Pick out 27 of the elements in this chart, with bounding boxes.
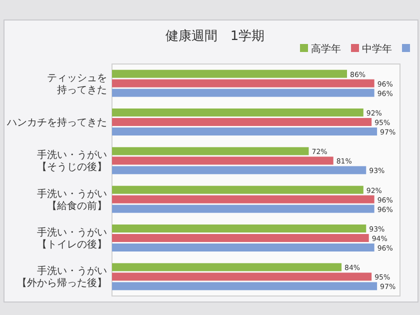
y-tick-label: 手洗い・うがい【外から帰った後】 — [17, 265, 107, 290]
y-tick-label: 手洗い・うがい【トイレの後】 — [37, 226, 107, 250]
bar — [112, 224, 366, 232]
chart-title: 健康週間 1学期 — [165, 29, 265, 44]
bar — [112, 88, 374, 97]
bar — [112, 263, 342, 272]
legend-label: 中学年 — [362, 43, 392, 55]
bar — [112, 156, 334, 165]
bar — [112, 186, 364, 194]
bar — [112, 272, 372, 281]
bar — [112, 166, 366, 174]
bar — [112, 204, 374, 213]
y-tick-label: 手洗い・うがい【給食の前】 — [37, 188, 107, 212]
bar — [112, 108, 364, 116]
y-tick-label: ハンカチを持ってきた — [6, 116, 107, 128]
bar — [112, 244, 374, 252]
bar — [112, 282, 378, 290]
bar — [112, 118, 372, 126]
legend-label: 高学年 — [311, 43, 341, 55]
bar — [112, 79, 374, 88]
y-tick-label: ティッシュを持ってきた — [47, 72, 107, 96]
bar — [112, 234, 369, 242]
bar — [112, 195, 374, 204]
bar — [112, 128, 378, 136]
bar — [112, 147, 309, 156]
y-tick-label: 手洗い・うがい【そうじの後】 — [37, 149, 107, 174]
bar — [112, 70, 347, 78]
